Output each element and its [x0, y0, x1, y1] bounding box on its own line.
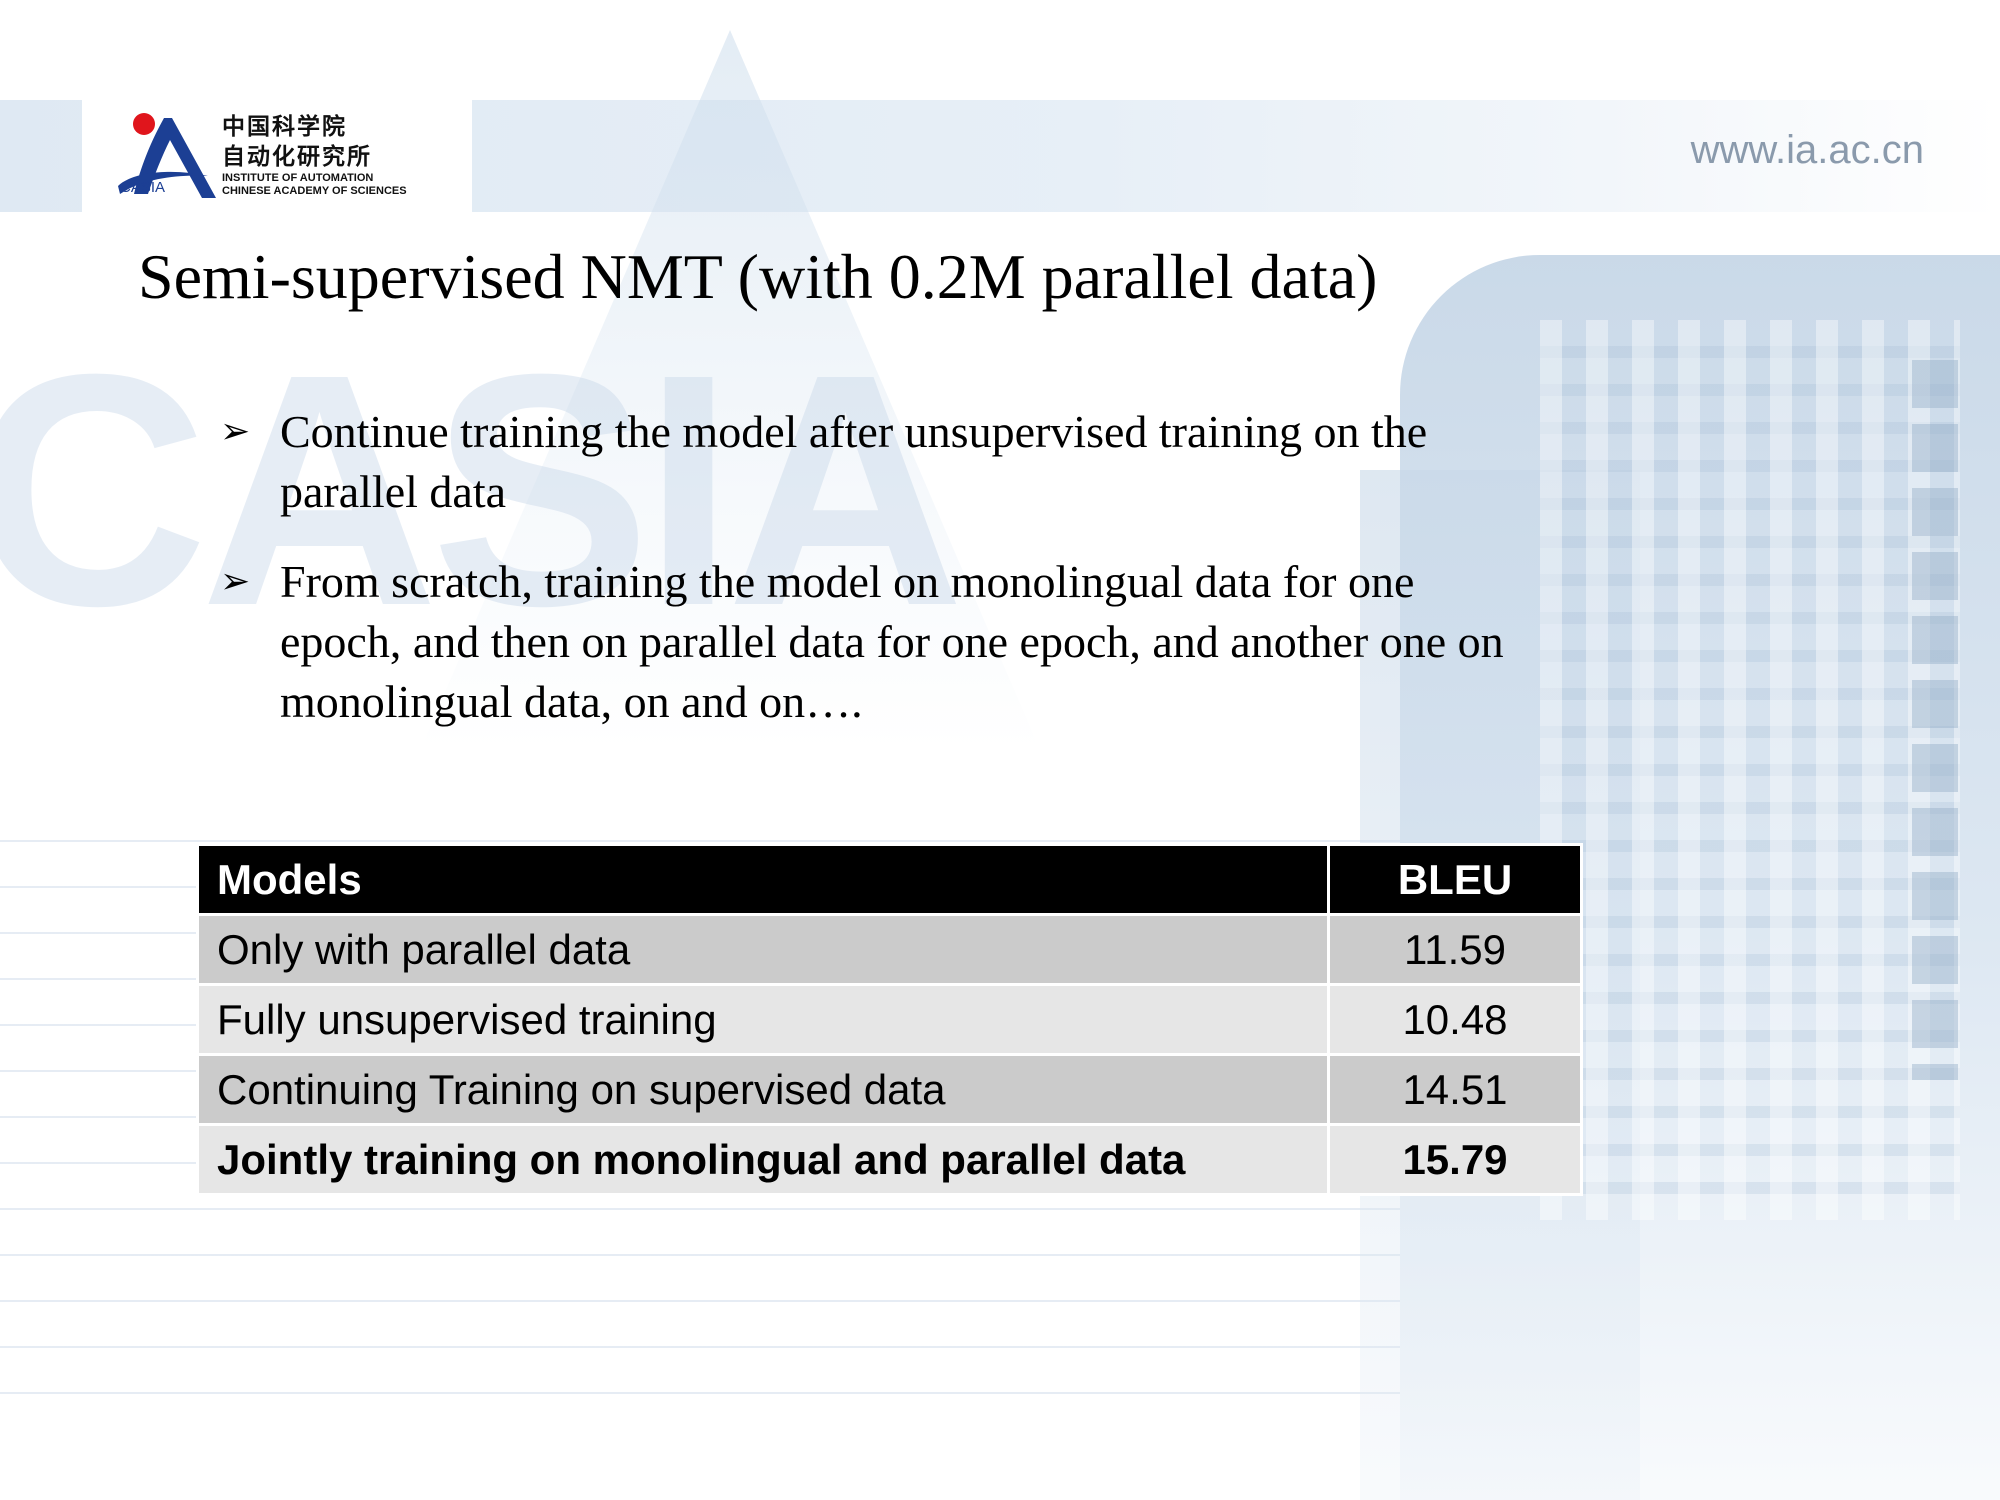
casia-logo-mark-icon: CASIA [118, 113, 216, 198]
bleu-cell: 14.51 [1330, 1056, 1580, 1123]
arrow-bullet-icon: ➢ [220, 561, 251, 602]
arrow-bullet-icon: ➢ [220, 411, 251, 452]
logo-en-line2: CHINESE ACADEMY OF SCIENCES [222, 185, 407, 197]
bullet-item: ➢ Continue training the model after unsu… [218, 402, 1638, 522]
bullet-1-line-1: Continue training the model after unsupe… [280, 406, 1428, 457]
bleu-cell: 11.59 [1330, 916, 1580, 983]
bleu-cell: 15.79 [1330, 1126, 1580, 1193]
header-bleu: BLEU [1330, 846, 1580, 913]
logo-en-line1: INSTITUTE OF AUTOMATION [222, 172, 374, 184]
website-url: www.ia.ac.cn [1690, 128, 1924, 172]
table-row: Only with parallel data 11.59 [199, 916, 1580, 983]
table-header-row: Models BLEU [199, 846, 1580, 913]
model-cell: Only with parallel data [199, 916, 1327, 983]
header-models: Models [199, 846, 1327, 913]
results-table: Models BLEU Only with parallel data 11.5… [196, 843, 1583, 1196]
bullet-2-line-1: From scratch, training the model on mono… [280, 556, 1415, 607]
bullet-2-line-2: epoch, and then on parallel data for one… [280, 616, 1504, 667]
table-row: Continuing Training on supervised data 1… [199, 1056, 1580, 1123]
logo-mark-label: CASIA [120, 179, 165, 196]
background-building-windows [1540, 320, 1960, 1220]
logo-cn-line2: 自动化研究所 [222, 144, 372, 170]
bullet-list: ➢ Continue training the model after unsu… [218, 402, 1638, 762]
casia-logo: CASIA 中国科学院 自动化研究所 INSTITUTE OF AUTOMATI… [112, 100, 452, 208]
table-row: Fully unsupervised training 10.48 [199, 986, 1580, 1053]
background-watermark: CASIA [0, 305, 965, 674]
background-vertical-sign [1912, 360, 1958, 1080]
logo-cn-line1: 中国科学院 [222, 114, 347, 140]
model-cell: Fully unsupervised training [199, 986, 1327, 1053]
logo-text: 中国科学院 自动化研究所 INSTITUTE OF AUTOMATION CHI… [222, 112, 407, 198]
model-cell: Jointly training on monolingual and para… [199, 1126, 1327, 1193]
bleu-cell: 10.48 [1330, 986, 1580, 1053]
model-cell: Continuing Training on supervised data [199, 1056, 1327, 1123]
bullet-1-line-2: parallel data [280, 466, 507, 517]
table-row-highlight: Jointly training on monolingual and para… [199, 1126, 1580, 1193]
slide-title: Semi-supervised NMT (with 0.2M parallel … [138, 241, 1378, 312]
bullet-2-line-3: monolingual data, on and on…. [280, 676, 863, 727]
bullet-item: ➢ From scratch, training the model on mo… [218, 552, 1638, 732]
